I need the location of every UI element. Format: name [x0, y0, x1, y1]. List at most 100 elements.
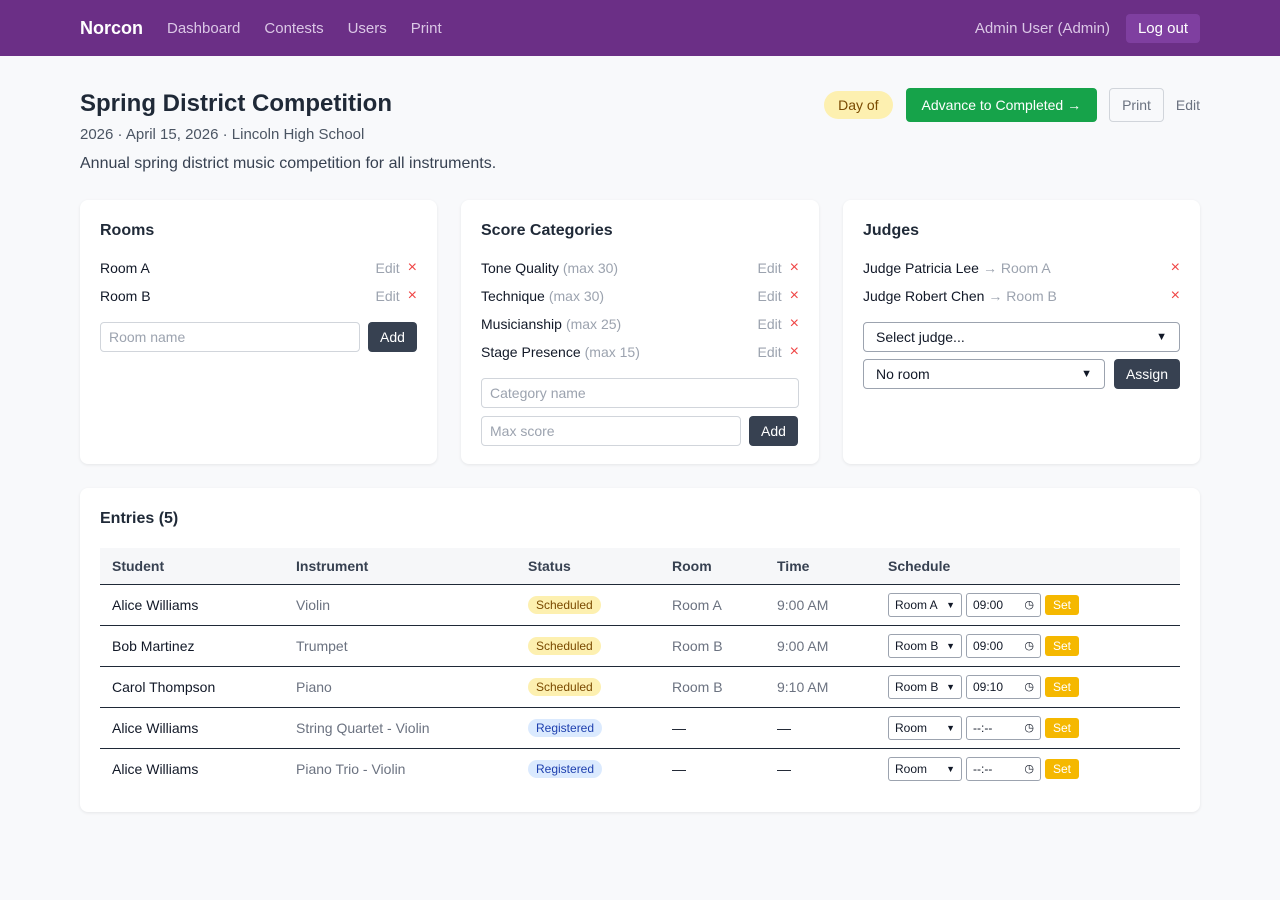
column-header: Time	[765, 548, 876, 585]
remove-icon[interactable]: ×	[1170, 287, 1180, 304]
schedule-room-select[interactable]: Room B ▼	[888, 633, 962, 658]
time-cell: 9:10 AM	[765, 666, 876, 708]
category-name: Tone Quality	[481, 260, 559, 276]
column-header: Student	[100, 548, 284, 585]
room-item: Room A Edit ×	[100, 254, 417, 282]
room-select[interactable]: No room ▼	[863, 359, 1105, 389]
entries-title: Entries (5)	[100, 510, 179, 527]
remove-icon[interactable]: ×	[407, 259, 417, 276]
judges-card: Judges Judge Patricia Lee → Room A × Jud…	[843, 200, 1200, 464]
set-schedule-button[interactable]: Set	[1045, 717, 1080, 738]
max-score-input[interactable]: Max score	[481, 416, 741, 446]
schedule-time-input[interactable]: 09:10 ◷	[966, 674, 1041, 699]
schedule-room-value: Room A	[895, 597, 938, 612]
instrument-cell: Piano	[284, 666, 516, 708]
edit-room-link[interactable]: Edit	[375, 260, 400, 276]
clock-icon: ◷	[1024, 763, 1034, 776]
contest-description: Annual spring district music competition…	[80, 155, 497, 172]
schedule-room-select[interactable]: Room ▼	[888, 756, 962, 781]
nav-contests[interactable]: Contests	[264, 19, 324, 37]
judge-room: → Room B	[988, 288, 1057, 304]
nav-print[interactable]: Print	[410, 19, 442, 37]
chevron-down-icon: ▼	[1081, 368, 1092, 380]
remove-icon[interactable]: ×	[789, 259, 799, 276]
status-badge: Registered	[528, 718, 603, 737]
student-cell: Alice Williams	[112, 760, 199, 777]
schedule-room-value: Room B	[895, 679, 939, 694]
table-header-row: Student Instrument Status Room Time Sche…	[100, 548, 1180, 585]
room-item: Room B Edit ×	[100, 282, 417, 310]
clock-icon: ◷	[1024, 640, 1034, 652]
chevron-down-icon: ▼	[946, 722, 955, 733]
category-item: Stage Presence (max 15) Edit ×	[481, 338, 799, 366]
set-schedule-button[interactable]: Set	[1045, 635, 1080, 656]
room-name: Room A	[100, 260, 150, 276]
remove-icon[interactable]: ×	[789, 343, 799, 360]
category-item: Technique (max 30) Edit ×	[481, 282, 799, 310]
table-row: Carol Thompson Piano Scheduled Room B 9:…	[100, 666, 1180, 708]
room-name-input[interactable]: Room name	[100, 322, 360, 352]
time-cell: —	[777, 760, 791, 777]
schedule-time-value: 09:00	[973, 638, 1004, 653]
edit-contest-link[interactable]: Edit	[1175, 97, 1200, 113]
categories-card: Score Categories Tone Quality (max 30) E…	[461, 200, 819, 464]
chevron-down-icon: ▼	[946, 599, 955, 610]
student-cell: Alice Williams	[100, 584, 284, 626]
judge-item: Judge Patricia Lee → Room A ×	[863, 254, 1180, 282]
nav-users[interactable]: Users	[347, 19, 387, 37]
remove-icon[interactable]: ×	[789, 287, 799, 304]
category-max: (max 30)	[562, 260, 619, 276]
edit-category-link[interactable]: Edit	[757, 288, 782, 304]
advance-status-button[interactable]: Advance to Completed →	[905, 88, 1098, 122]
set-schedule-button[interactable]: Set	[1045, 594, 1080, 615]
schedule-time-input[interactable]: 09:00 ◷	[966, 633, 1041, 658]
room-cell: Room A	[660, 584, 765, 626]
logout-button[interactable]: Log out	[1125, 13, 1200, 43]
nav-dashboard[interactable]: Dashboard	[167, 19, 241, 37]
room-cell: —	[660, 707, 765, 749]
schedule-time-input[interactable]: 09:00 ◷	[966, 592, 1041, 617]
category-name-input[interactable]: Category name	[481, 378, 799, 408]
edit-category-link[interactable]: Edit	[757, 260, 782, 276]
schedule-room-select[interactable]: Room A ▼	[888, 592, 962, 617]
add-category-button[interactable]: Add	[749, 416, 798, 446]
schedule-room-select[interactable]: Room B ▼	[888, 674, 962, 699]
judges-title: Judges	[863, 222, 920, 239]
instrument-cell: Violin	[284, 584, 516, 626]
instrument-cell: String Quartet - Violin	[284, 707, 516, 749]
table-row: Alice Williams String Quartet - Violin R…	[100, 707, 1180, 749]
status-badge: Registered	[528, 759, 603, 778]
clock-icon: ◷	[1024, 722, 1034, 734]
edit-category-link[interactable]: Edit	[757, 316, 782, 332]
print-button[interactable]: Print	[1109, 88, 1164, 122]
edit-category-link[interactable]: Edit	[757, 344, 782, 360]
assign-judge-button[interactable]: Assign	[1113, 359, 1180, 389]
room-cell: —	[672, 760, 686, 777]
set-schedule-button[interactable]: Set	[1045, 758, 1080, 779]
remove-icon[interactable]: ×	[1170, 259, 1180, 276]
schedule-time-value: 09:00	[973, 597, 1004, 612]
chevron-down-icon: ▼	[946, 640, 955, 651]
judge-select[interactable]: Select judge... ▼	[863, 322, 1180, 352]
schedule-time-input[interactable]: --:-- ◷	[966, 756, 1041, 781]
schedule-room-select[interactable]: Room ▼	[888, 715, 962, 740]
room-select-value: No room	[876, 366, 930, 382]
schedule-room-value: Room	[895, 720, 928, 735]
brand-logo[interactable]: Norcon	[80, 17, 143, 38]
contest-meta: 2026 · April 15, 2026 · Lincoln High Sch…	[80, 126, 365, 143]
edit-room-link[interactable]: Edit	[375, 288, 400, 304]
set-schedule-button[interactable]: Set	[1045, 676, 1080, 697]
status-badge: Scheduled	[528, 677, 601, 696]
top-navbar: Norcon Dashboard Contests Users Print Ad…	[0, 0, 1280, 56]
contest-header: Spring District Competition 2026 · April…	[80, 88, 1200, 173]
current-user: Admin User (Admin)	[974, 19, 1110, 37]
header-actions: Day of Advance to Completed → Print Edit	[824, 88, 1200, 122]
clock-icon: ◷	[1024, 599, 1034, 611]
column-header: Status	[516, 548, 660, 585]
category-max: (max 15)	[584, 344, 640, 360]
remove-icon[interactable]: ×	[407, 287, 417, 304]
schedule-time-input[interactable]: --:-- ◷	[966, 715, 1041, 740]
add-room-button[interactable]: Add	[368, 322, 417, 352]
time-cell: 9:00 AM	[765, 584, 876, 626]
remove-icon[interactable]: ×	[789, 315, 799, 332]
